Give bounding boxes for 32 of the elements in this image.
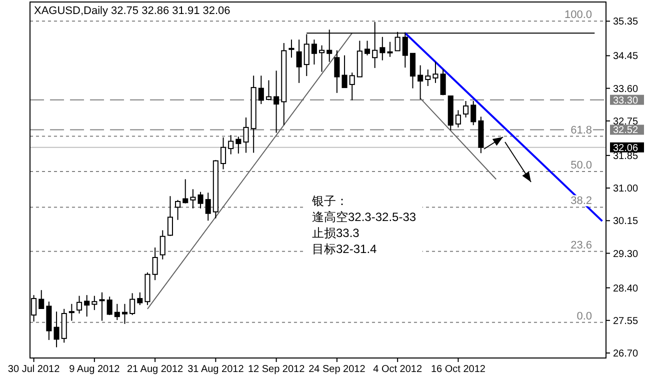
annotation: 38.2 xyxy=(570,195,592,208)
chart-title: XAGUSD,Daily 32.75 32.86 31.91 32.06 xyxy=(34,5,230,17)
y-tick-label: 31.85 xyxy=(613,150,638,162)
y-tick-label: 30.15 xyxy=(613,216,638,228)
x-tick-label: 12 Sep 2012 xyxy=(248,364,306,375)
annotation: 100.0 xyxy=(564,9,592,22)
x-tick-label: 30 Jul 2012 xyxy=(8,364,60,375)
annotation: 目标32-31.4 xyxy=(312,242,378,256)
y-tick-label: 33.60 xyxy=(613,84,638,95)
y-tick-label: 28.40 xyxy=(613,283,638,294)
x-tick-label: 4 Oct 2012 xyxy=(373,364,422,375)
y-tick-label: 34.45 xyxy=(613,51,638,62)
annotation: 逢高空32.3-32.5-33 xyxy=(312,210,416,224)
x-tick-label: 24 Sep 2012 xyxy=(308,364,366,375)
x-tick-label: 21 Aug 2012 xyxy=(126,364,184,375)
annotation: 银子： xyxy=(311,194,348,208)
annotation: 61.8 xyxy=(570,124,592,136)
annotation: 23.6 xyxy=(570,239,592,252)
y-tick-label: 27.55 xyxy=(613,316,638,327)
y-tick-label: 31.00 xyxy=(613,184,638,195)
ref-line-label: 33.30 xyxy=(613,95,638,106)
ref-line-label: 32.52 xyxy=(613,125,638,136)
x-tick-label: 9 Aug 2012 xyxy=(69,364,120,375)
annotation: 0.0 xyxy=(576,310,592,322)
annotation: 止损33.3 xyxy=(312,226,360,240)
y-tick-label: 35.35 xyxy=(613,16,638,28)
annotation: 50.0 xyxy=(570,160,592,172)
y-tick-label: 29.30 xyxy=(613,248,638,260)
y-tick-label: 26.70 xyxy=(613,348,638,360)
y-tick-label: 32.75 xyxy=(613,116,638,128)
x-tick-label: 16 Oct 2012 xyxy=(430,364,486,375)
x-tick-label: 31 Aug 2012 xyxy=(188,364,244,375)
